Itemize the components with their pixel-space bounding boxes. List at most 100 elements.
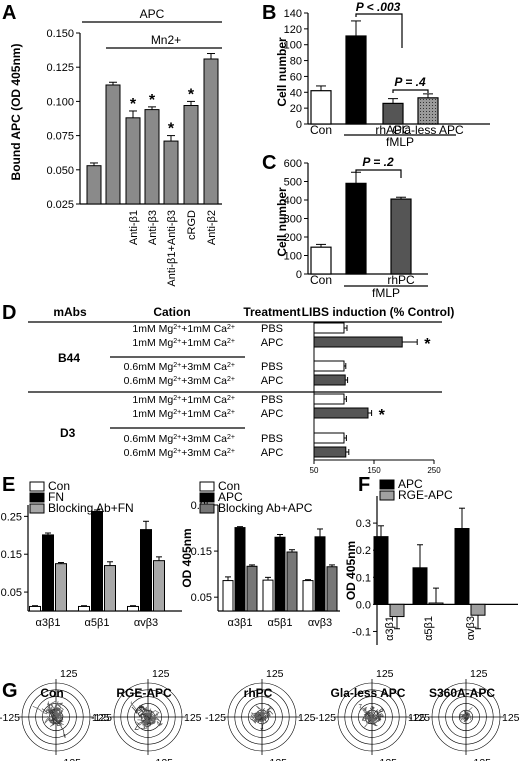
- cation-label: 1mM Mg2++1mM Ca2+: [132, 323, 235, 335]
- polar-title: RGE-APC: [116, 686, 172, 700]
- bar: [183, 105, 199, 205]
- ytick-label: 40: [290, 87, 302, 99]
- ytick-label: 0: [296, 119, 302, 131]
- treatment-label: APC: [261, 337, 284, 349]
- migration-track: [368, 711, 376, 725]
- bar: [313, 374, 346, 386]
- bar: [104, 565, 116, 612]
- ytick-label: 0.100: [46, 96, 74, 108]
- ylabel: OD 405nm: [0, 528, 3, 587]
- xtick-label: 250: [427, 466, 441, 475]
- panel-d-label: D: [2, 302, 16, 324]
- cation-label: 1mM Mg2++1mM Ca2+: [132, 408, 235, 420]
- bar: [262, 579, 274, 612]
- panel-a-xlabels: Anti-β1 Anti-β3 Anti-β1+Anti-β3 cRGD Anti-β2: [128, 210, 218, 287]
- migration-track: [371, 714, 382, 722]
- ylabel: OD 405nm: [344, 541, 358, 600]
- significance-star: *: [168, 121, 175, 138]
- bar: [42, 534, 54, 612]
- bar: [163, 140, 179, 205]
- migration-track: [136, 705, 149, 718]
- ytick-label: -0.1: [352, 626, 371, 638]
- ytick-label: 400: [284, 195, 302, 207]
- polar-tick-left: -125: [205, 712, 226, 724]
- bar: [310, 246, 332, 275]
- bar: [222, 580, 234, 612]
- category-label: α3β1: [36, 617, 61, 629]
- significance-star: *: [424, 336, 431, 353]
- treatment-label: APC: [261, 408, 284, 420]
- polar-tick-right: 125: [92, 712, 110, 724]
- migration-track: [463, 716, 468, 720]
- bar: [417, 97, 439, 125]
- panel-d-header-mabs: mAbs: [53, 305, 87, 319]
- migration-track: [371, 709, 379, 718]
- polar-tick-top: 125: [152, 668, 170, 680]
- migration-track: [146, 711, 152, 721]
- polar-tick-bottom: -125: [470, 757, 491, 761]
- polar-tick-right: 125: [408, 712, 426, 724]
- panel-c-fmlp-label: fMLP: [372, 286, 400, 300]
- category-label: αvβ3: [134, 617, 158, 629]
- category-label: α3β1: [384, 616, 396, 641]
- treatment-label: APC: [261, 447, 284, 459]
- bar: [310, 90, 332, 125]
- bar: [313, 407, 369, 419]
- migration-track: [464, 716, 469, 721]
- ylabel: OD 405nm: [180, 528, 194, 587]
- significance-star: *: [149, 92, 156, 109]
- ytick-label: 600: [284, 158, 302, 170]
- ytick-label: 0.025: [46, 199, 74, 211]
- category-label: Anti-β1+Anti-β3: [166, 210, 178, 287]
- ytick-label: 100: [284, 251, 302, 263]
- panel-b-bracket-2: [392, 89, 429, 93]
- ytick-label: 0.125: [46, 62, 74, 74]
- category-label: Anti-β3: [147, 210, 159, 245]
- legend-swatch: [29, 481, 45, 492]
- category-label: α5β1: [268, 617, 293, 629]
- ytick-label: 120: [284, 24, 302, 36]
- panel-d-rows: 1mM Mg2++1mM Ca2+ PBS 1mM Mg2++1mM Ca2+ APC…: [124, 322, 431, 459]
- category-label: αvβ3: [465, 616, 477, 640]
- migration-track: [258, 716, 265, 722]
- legend-label: APC: [218, 490, 243, 504]
- legend-swatch: [199, 503, 215, 514]
- category-label: rhAPC: [375, 123, 411, 137]
- migration-track: [131, 706, 149, 718]
- bar: [302, 580, 314, 612]
- bar: [345, 182, 367, 275]
- bar: [313, 432, 345, 444]
- panel-d-header-libs: LIBS induction (% Control): [302, 305, 455, 319]
- polar-tick-left: -125: [91, 712, 112, 724]
- migration-track: [257, 713, 266, 718]
- bar: [454, 528, 470, 605]
- bar: [470, 603, 486, 616]
- panel-a-apc-label: APC: [140, 7, 165, 21]
- legend-label: FN: [48, 490, 64, 504]
- panel-c-ylabel: Cell number: [275, 187, 289, 257]
- bar: [274, 536, 286, 612]
- bar: [382, 102, 404, 125]
- bar: [153, 560, 165, 612]
- polar-tick-top: 125: [470, 668, 488, 680]
- ytick-label: 300: [284, 214, 302, 226]
- panel-f-label: F: [358, 474, 370, 496]
- legend-label: Blocking Ab+APC: [218, 501, 313, 515]
- bar: [286, 551, 298, 612]
- migration-track: [136, 716, 149, 729]
- migration-track: [55, 716, 64, 726]
- polar-tick-left: -125: [315, 712, 336, 724]
- ytick-label: 0.0: [356, 599, 371, 611]
- panel-c-xlabels: Con rhPC: [310, 273, 415, 287]
- panel-d-group-d3: D3: [60, 426, 76, 440]
- ytick-label: 100: [284, 40, 302, 52]
- legend-label: Blocking Ab+FN: [48, 501, 134, 515]
- cation-label: 0.6mM Mg2++3mM Ca2+: [124, 375, 235, 387]
- bar: [389, 603, 405, 618]
- panel-d-xaxis: 50 150 250: [310, 322, 441, 475]
- panel-c-bars: [310, 171, 412, 275]
- panel-e-label: E: [2, 474, 15, 496]
- panel-b-pvalue-2: P = .4: [394, 75, 426, 89]
- bar: [78, 605, 90, 612]
